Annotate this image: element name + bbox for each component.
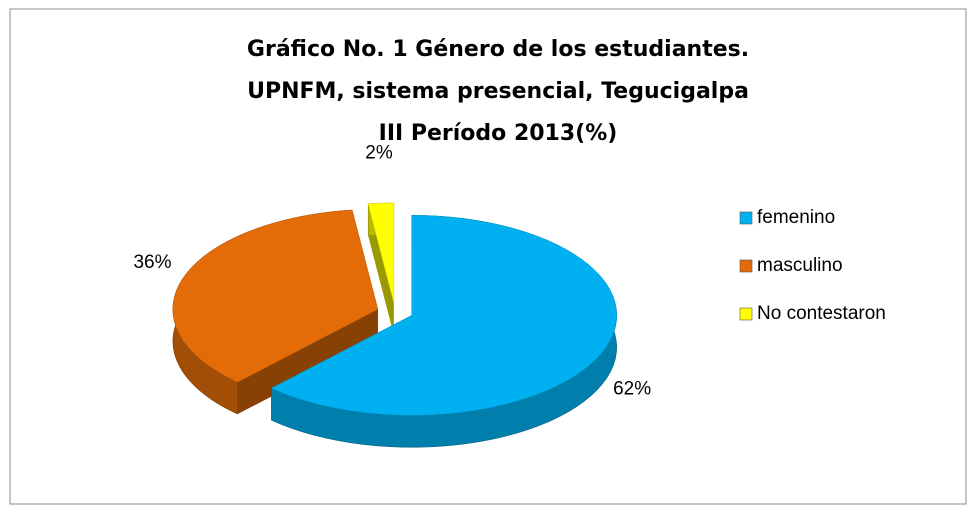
- slice-top: [270, 215, 617, 416]
- data-label: 62%: [613, 379, 651, 400]
- legend-swatch: [739, 211, 753, 225]
- legend-label: masculino: [757, 255, 843, 276]
- pie-slice: [367, 202, 395, 336]
- pie-slice: [270, 215, 617, 448]
- legend-label: femenino: [757, 207, 835, 228]
- legend-swatch: [739, 259, 753, 273]
- data-label: 36%: [133, 252, 171, 273]
- chart-title: III Período 2013(%): [379, 121, 618, 146]
- legend-swatch: [739, 307, 753, 321]
- slice-wall: [368, 203, 394, 336]
- chart-title: UPNFM, sistema presencial, Tegucigalpa: [247, 79, 749, 104]
- chart-title: Gráfico No. 1 Género de los estudiantes.: [247, 37, 749, 62]
- legend-label: No contestaron: [757, 303, 886, 324]
- slice-top: [367, 202, 395, 304]
- slice-top: [172, 209, 379, 383]
- data-label: 2%: [365, 142, 393, 163]
